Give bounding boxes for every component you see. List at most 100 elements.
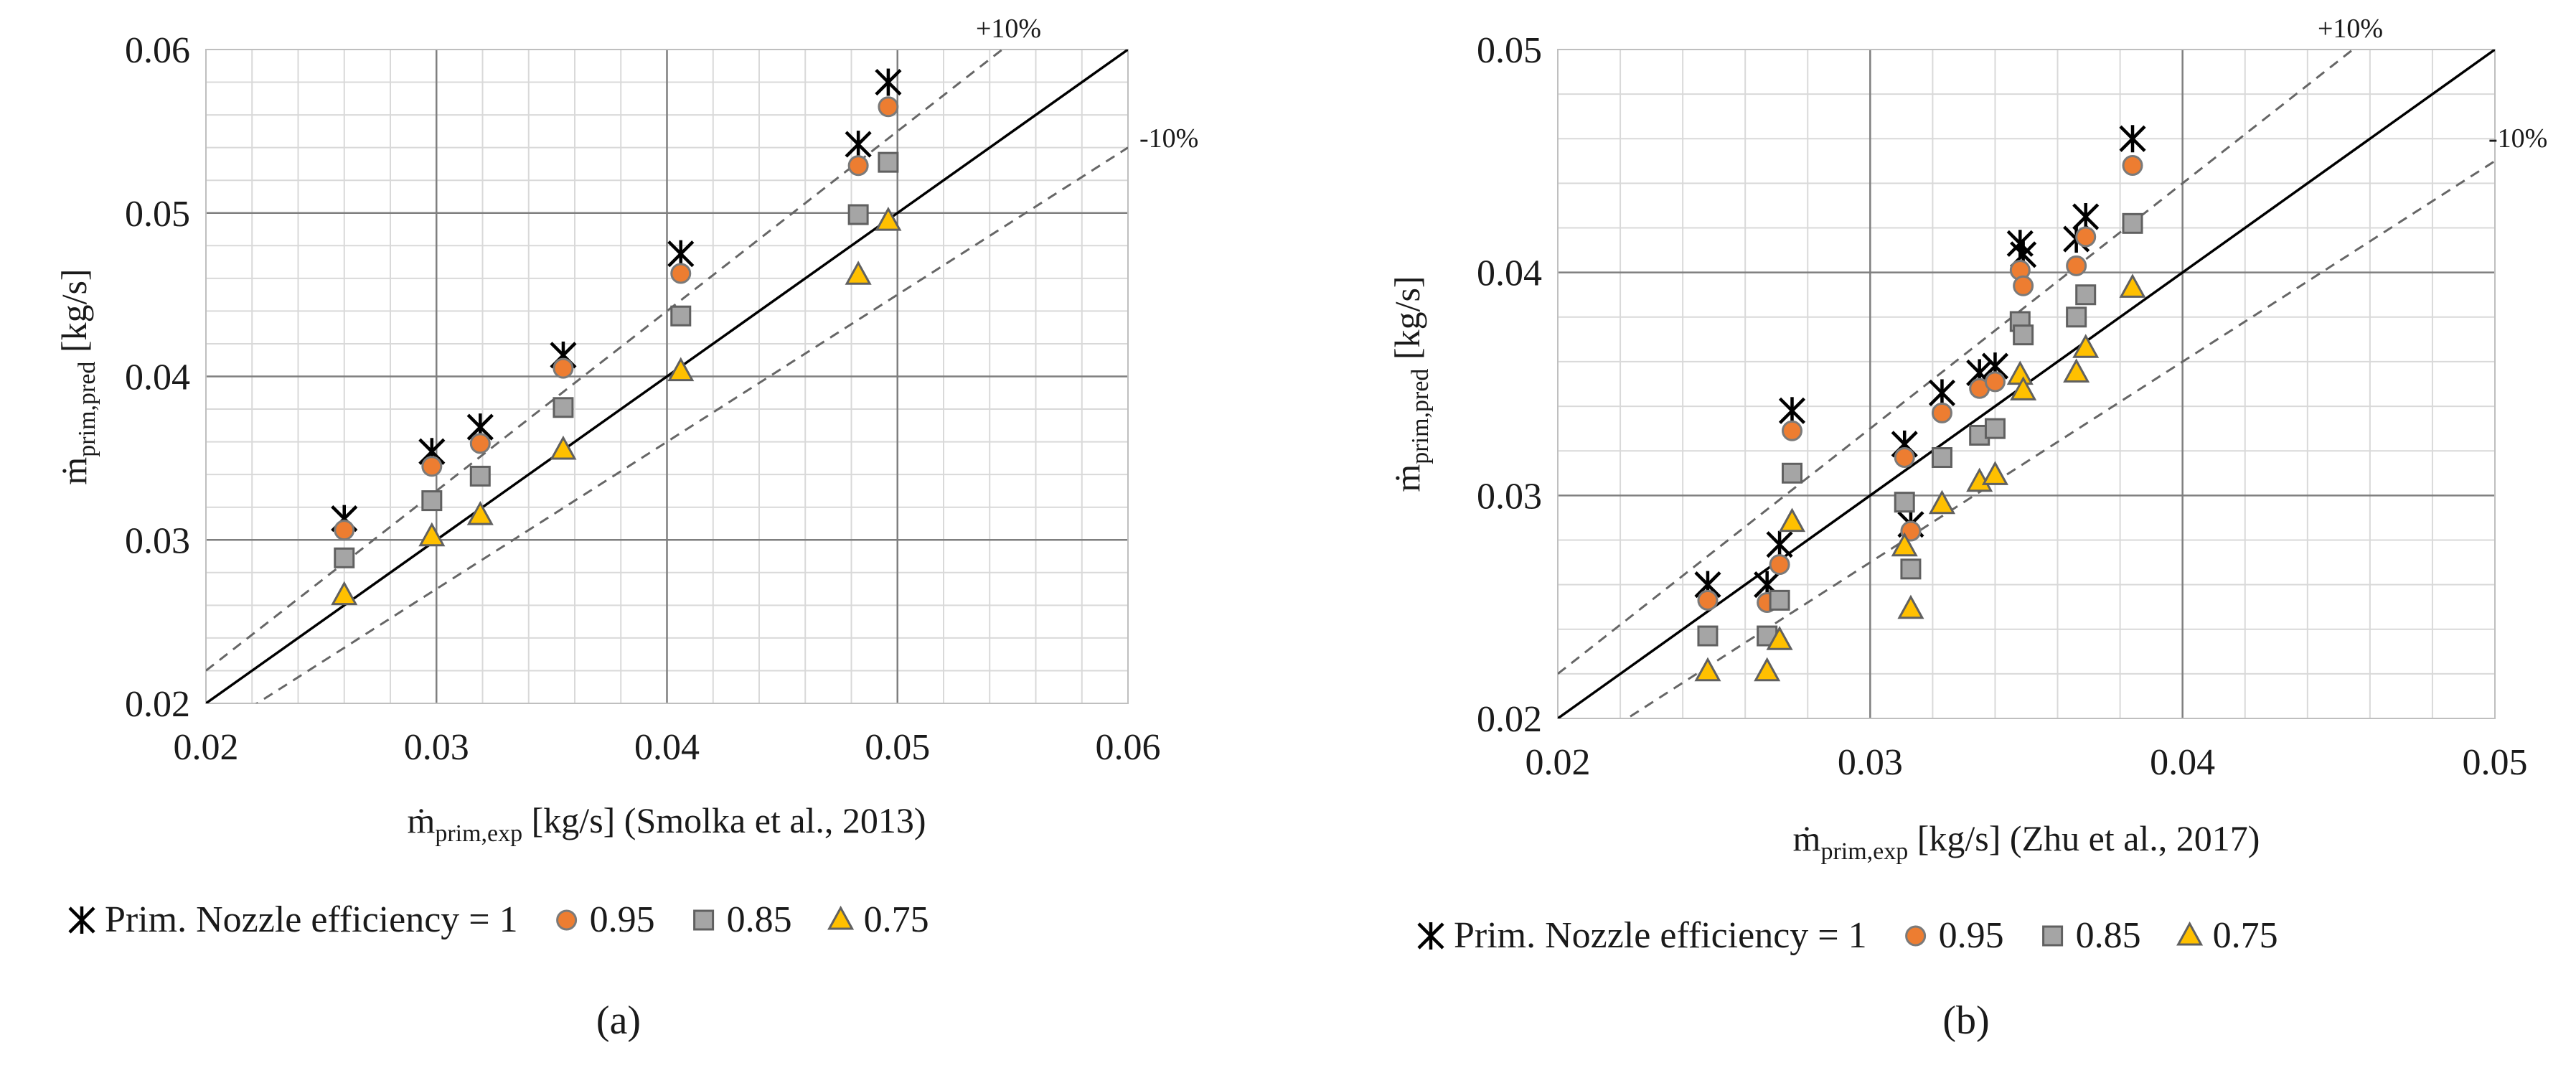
- data-point-square: [1697, 625, 1719, 647]
- y-tick-label: 0.04: [125, 357, 190, 398]
- data-point-star: [667, 240, 695, 268]
- axis-title-prefix: ṁ: [54, 457, 94, 485]
- data-point-triangle: [331, 581, 358, 606]
- legend-label: Prim. Nozzle efficiency = 1: [105, 899, 518, 940]
- legend-marker-triangle: [2176, 921, 2204, 946]
- data-point-square: [2075, 284, 2097, 306]
- data-point-triangle: [550, 435, 577, 460]
- chart-panel-a: +10% -10% 0.02 0.03 0.04 0.05 0.06 0.02 0.03 0.04…: [54, 14, 1198, 1043]
- y-tick-label: 0.05: [125, 194, 190, 235]
- legend-label: 0.75: [864, 899, 929, 940]
- series-square: [1697, 212, 2143, 647]
- y-axis-title: ṁprim,pred [kg/s]: [1387, 276, 1434, 492]
- data-point-square: [421, 490, 443, 512]
- legend-label: 0.85: [727, 899, 792, 940]
- panel-label: (b): [1942, 998, 1989, 1043]
- plus-10-percent-line: [206, 50, 1005, 672]
- data-point-square: [469, 465, 491, 487]
- series-square: [334, 151, 899, 568]
- data-point-square: [2066, 306, 2087, 328]
- data-point-square: [553, 397, 574, 418]
- legend-label: 0.85: [2076, 915, 2141, 956]
- plot-frame: [1557, 49, 2496, 719]
- data-point-circle: [670, 263, 692, 284]
- legend-label: 0.95: [590, 899, 655, 940]
- data-point-triangle: [1754, 657, 1781, 682]
- series-triangle: [1694, 273, 2146, 682]
- minus-10-percent-line: [1625, 160, 2495, 718]
- data-point-triangle: [2119, 273, 2146, 298]
- data-point-circle: [1697, 589, 1719, 611]
- series-circle: [334, 96, 899, 541]
- data-point-triangle: [1694, 657, 1721, 682]
- data-point-triangle: [1928, 489, 1956, 515]
- legend-marker-triangle: [827, 905, 855, 930]
- data-point-circle: [1769, 554, 1790, 576]
- y-tick-label: 0.05: [1477, 30, 1542, 71]
- data-point-square: [878, 151, 899, 173]
- legend: Prim. Nozzle efficiency = 1 0.95 0.85 0.75: [1417, 915, 2278, 956]
- legend-label: 0.95: [1939, 915, 2004, 956]
- x-tick-label: 0.02: [174, 727, 239, 768]
- data-point-triangle: [667, 357, 695, 382]
- data-point-square: [2122, 212, 2143, 234]
- axis-title-suffix: [kg/s] (Zhu et al., 2017): [1908, 818, 2260, 858]
- y-tick-label: 0.02: [125, 684, 190, 725]
- x-tick-label: 0.02: [1526, 742, 1591, 783]
- legend-label: Prim. Nozzle efficiency = 1: [1454, 915, 1867, 956]
- data-point-circle: [2075, 226, 2097, 248]
- legend: Prim. Nozzle efficiency = 1 0.95 0.85 0.75: [68, 899, 929, 940]
- y-axis-title: ṁprim,pred [kg/s]: [54, 268, 100, 484]
- data-point-triangle: [418, 522, 446, 547]
- y-tick-label: 0.04: [1477, 253, 1542, 294]
- data-points: [1694, 125, 2146, 682]
- data-point-circle: [878, 96, 899, 118]
- legend-marker-star: [1417, 922, 1444, 950]
- legend-marker-star: [68, 906, 95, 934]
- data-point-circle: [421, 456, 443, 477]
- data-point-square: [1931, 447, 1952, 469]
- data-point-square: [847, 204, 869, 225]
- y-tick-label: 0.03: [125, 520, 190, 561]
- data-point-triangle: [2063, 358, 2090, 383]
- x-tick-label: 0.03: [1838, 742, 1903, 783]
- axis-title-prefix: ṁ: [407, 800, 435, 840]
- data-point-triangle: [466, 500, 494, 525]
- x-tick-label: 0.05: [865, 727, 930, 768]
- tick-labels: 0.02 0.03 0.04 0.05 0.06 0.02 0.03 0.04 0.05 0.06: [125, 30, 1161, 768]
- y-tick-label: 0.02: [1477, 699, 1542, 740]
- legend-label: 0.75: [2213, 915, 2278, 956]
- axis-title-suffix: [kg/s]: [54, 268, 94, 361]
- axis-title-subscript: prim,pred: [1407, 369, 1434, 464]
- x-axis-title: ṁprim,exp [kg/s] (Zhu et al., 2017): [1793, 818, 2260, 865]
- axis-title-subscript: prim,pred: [74, 362, 100, 457]
- plus-10-percent-line: [1558, 50, 2355, 675]
- axis-title-prefix: ṁ: [1387, 464, 1427, 492]
- data-point-triangle: [1891, 532, 1918, 557]
- data-point-square: [1900, 558, 1922, 580]
- data-point-circle: [847, 155, 869, 177]
- minus-10-percent-label: -10%: [2488, 123, 2547, 154]
- grid: [1558, 50, 2495, 718]
- legend-marker-square: [693, 909, 715, 931]
- data-point-square: [334, 547, 355, 568]
- data-point-square: [1782, 462, 1802, 484]
- data-point-triangle: [1778, 507, 1806, 533]
- series-star: [331, 68, 902, 533]
- data-point-square: [1769, 589, 1790, 611]
- data-point-circle: [2066, 255, 2087, 276]
- panel-label: (a): [596, 998, 641, 1043]
- axis-title-prefix: ṁ: [1793, 818, 1821, 858]
- data-point-triangle: [2072, 334, 2100, 358]
- x-tick-label: 0.04: [2150, 742, 2215, 783]
- data-point-circle: [334, 520, 355, 541]
- axis-title-subscript: prim,exp: [1820, 838, 1908, 865]
- x-tick-label: 0.05: [2463, 742, 2528, 783]
- series-circle: [1697, 155, 2143, 613]
- tick-labels: 0.02 0.03 0.04 0.05 0.02 0.03 0.04 0.05: [1477, 30, 2528, 783]
- minus-10-percent-label: -10%: [1139, 123, 1198, 154]
- data-point-circle: [1984, 371, 2006, 393]
- x-tick-label: 0.06: [1096, 727, 1161, 768]
- data-points: [331, 68, 902, 606]
- axis-title-suffix: [kg/s] (Smolka et al., 2013): [522, 800, 926, 840]
